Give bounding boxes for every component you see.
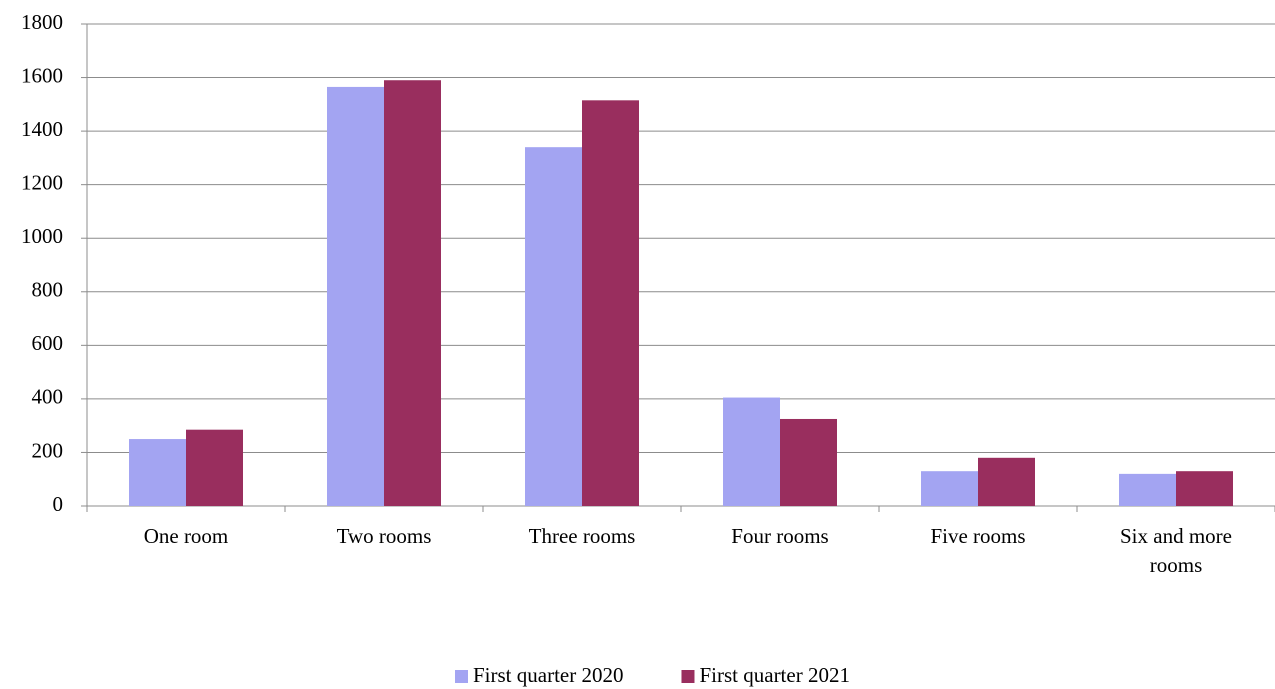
legend-label: First quarter 2021: [699, 663, 849, 687]
bar: [1176, 471, 1233, 506]
x-tick-label: Six and more rooms: [1120, 524, 1232, 577]
bar: [327, 86, 384, 506]
y-tick-label: 600: [32, 331, 64, 355]
legend-swatch: [681, 670, 695, 683]
x-tick-label: One room: [143, 524, 229, 548]
bar: [723, 397, 780, 506]
y-tick-label: 0: [53, 492, 64, 516]
y-tick-label: 800: [32, 278, 64, 302]
legend-label: First quarter 2020: [473, 663, 623, 687]
bar: [525, 147, 582, 506]
y-tick-label: 1400: [21, 117, 63, 141]
bar: [186, 429, 243, 506]
x-tick-label: Two rooms: [336, 524, 432, 548]
x-tick-label: Four rooms: [731, 524, 829, 548]
bar: [582, 100, 639, 507]
y-tick-label: 400: [32, 385, 64, 409]
legend-swatch: [455, 670, 468, 683]
bar: [129, 439, 186, 506]
x-tick-label: Five rooms: [930, 524, 1026, 548]
x-tick-label: Three rooms: [528, 524, 636, 548]
y-tick-label: 1200: [21, 170, 63, 194]
bar: [978, 457, 1035, 506]
bar: [384, 80, 441, 506]
y-tick-label: 1600: [21, 63, 63, 87]
y-tick-label: 200: [32, 438, 64, 462]
bar: [780, 418, 837, 506]
bar: [921, 471, 978, 506]
y-tick-label: 1800: [21, 10, 63, 34]
y-tick-label: 1000: [21, 224, 63, 248]
bar: [1119, 473, 1176, 506]
